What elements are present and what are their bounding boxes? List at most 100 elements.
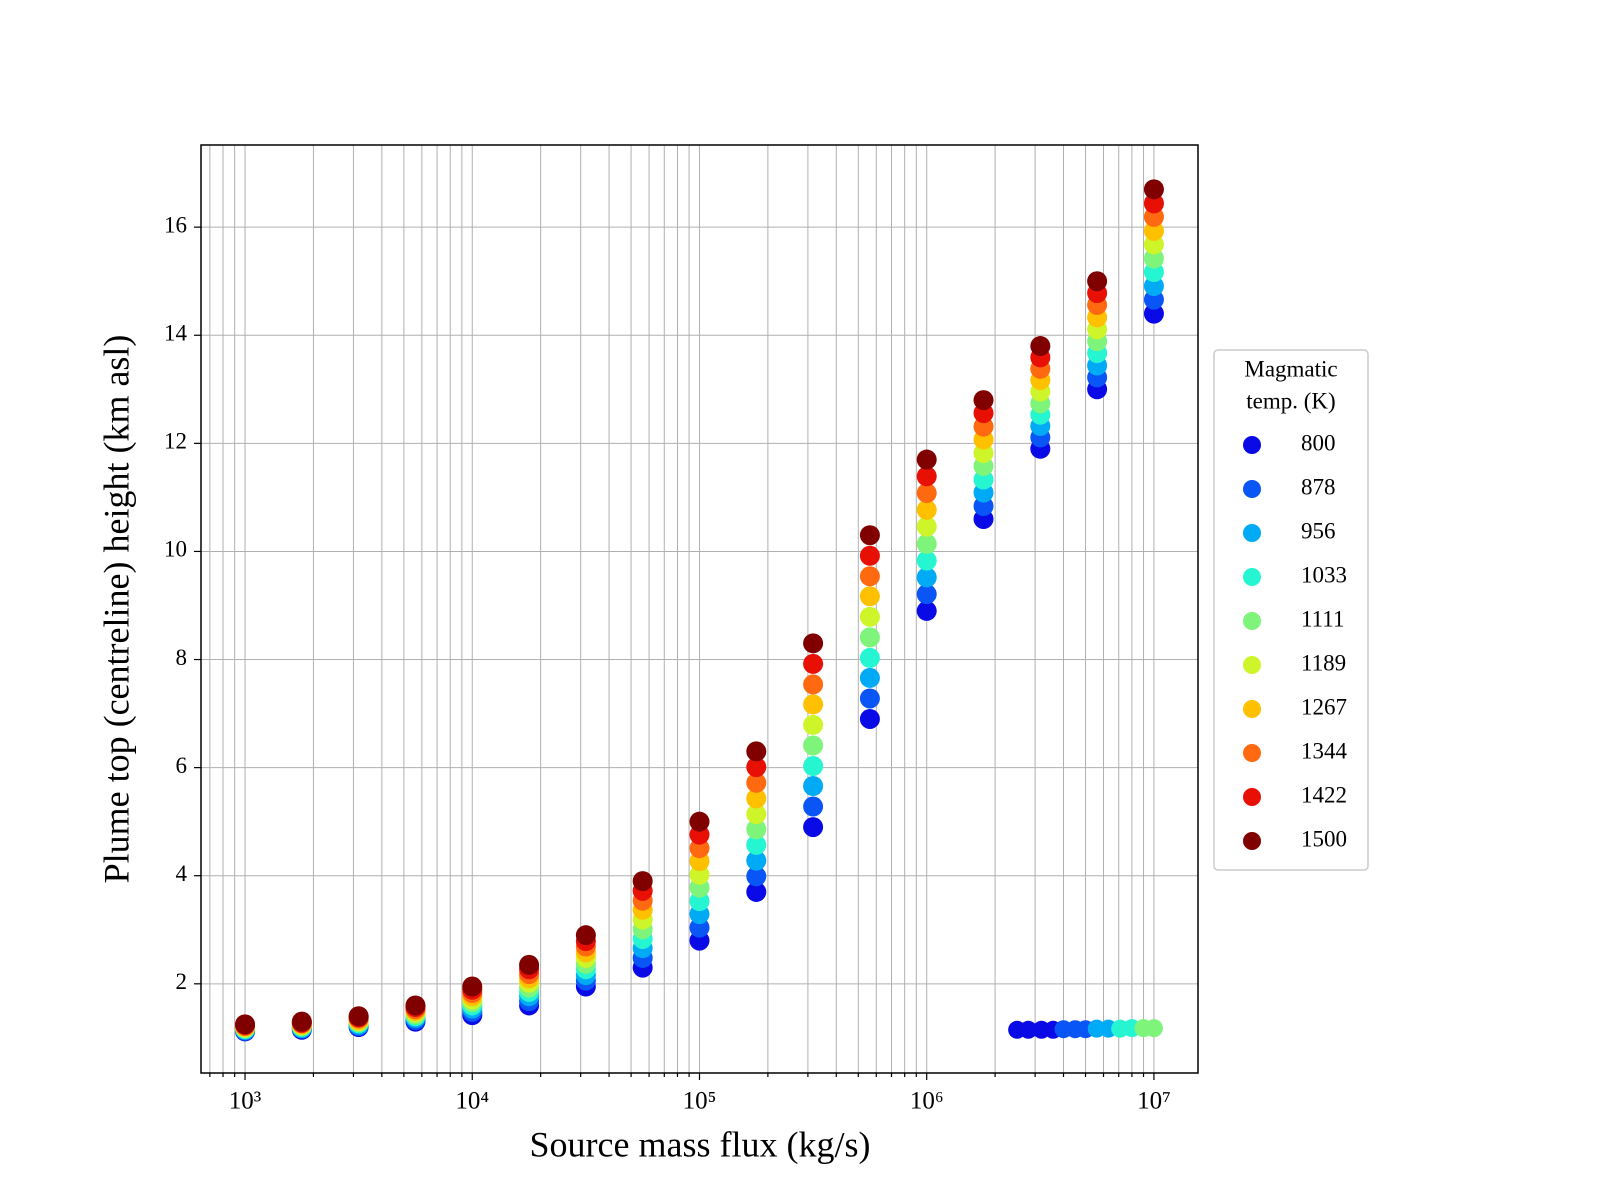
- scatter-point: [916, 449, 937, 470]
- scatter-point: [916, 550, 937, 571]
- legend-marker: [1243, 436, 1261, 454]
- scatter-point: [803, 735, 824, 756]
- scatter-point: [1143, 179, 1164, 200]
- scatter-point: [632, 871, 653, 892]
- scatter-point: [1030, 336, 1051, 357]
- y-axis-label: Plume top (centreline) height (km asl): [96, 335, 136, 884]
- legend-marker: [1243, 700, 1261, 718]
- legend-label: 1111: [1301, 606, 1344, 631]
- scatter-point: [859, 708, 880, 729]
- scatter-point: [859, 647, 880, 668]
- scatter-point: [519, 954, 540, 975]
- y-tick-label: 12: [164, 429, 187, 454]
- y-tick-label: 4: [176, 861, 188, 886]
- scatter-point: [1143, 276, 1164, 297]
- scatter-point: [405, 995, 426, 1016]
- scatter-point: [348, 1006, 369, 1027]
- scatter-point: [803, 776, 824, 797]
- scatter-point: [803, 756, 824, 777]
- scatter-point: [803, 653, 824, 674]
- scatter-point: [746, 772, 767, 793]
- scatter-point: [746, 881, 767, 902]
- x-tick-label: 10³: [229, 1088, 262, 1115]
- scatter-point: [1143, 220, 1164, 241]
- y-tick-label: 2: [176, 969, 188, 994]
- x-tick-label: 10⁶: [910, 1088, 944, 1115]
- scatter-point: [746, 819, 767, 840]
- scatter-point: [803, 674, 824, 695]
- legend-label: 956: [1301, 518, 1336, 543]
- scatter-point: [462, 976, 483, 997]
- scatter-point: [916, 516, 937, 537]
- legend-marker: [1243, 612, 1261, 630]
- scatter-point: [803, 796, 824, 817]
- legend-title: Magmatic: [1244, 356, 1337, 381]
- scatter-point: [803, 817, 824, 838]
- extra-point: [1144, 1019, 1163, 1038]
- legend-label: 1344: [1301, 738, 1348, 763]
- marks-layer: [235, 179, 1164, 1042]
- y-tick-label: 16: [164, 212, 187, 237]
- legend-marker: [1243, 656, 1261, 674]
- y-tick-label: 6: [176, 753, 188, 778]
- legend-label: 1267: [1301, 694, 1347, 719]
- legend-marker: [1243, 788, 1261, 806]
- scatter-point: [689, 811, 710, 832]
- legend-box: [1213, 349, 1369, 871]
- y-tick-label: 14: [164, 321, 188, 346]
- legend-label: 1422: [1301, 782, 1347, 807]
- scatter-point: [1143, 303, 1164, 324]
- scatter-point: [859, 627, 880, 648]
- scatter-point: [746, 804, 767, 825]
- x-tick-label: 10⁴: [455, 1088, 489, 1115]
- x-tick-label: 10⁵: [683, 1088, 717, 1115]
- x-axis-label: Source mass flux (kg/s): [530, 1124, 871, 1164]
- scatter-point: [746, 834, 767, 855]
- scatter-point: [746, 850, 767, 871]
- legend-title: temp. (K): [1246, 388, 1335, 413]
- grid-layer: [201, 145, 1198, 1073]
- scatter-point: [746, 788, 767, 809]
- scatter-point: [291, 1011, 312, 1032]
- scatter-point: [859, 606, 880, 627]
- scatter-point: [235, 1014, 256, 1035]
- legend-marker: [1243, 832, 1261, 850]
- scatter-point: [916, 499, 937, 520]
- legend-marker: [1243, 524, 1261, 542]
- scatter-point: [1143, 193, 1164, 214]
- y-tick-label: 10: [164, 537, 187, 562]
- scatter-point: [859, 525, 880, 546]
- scatter-point: [803, 633, 824, 654]
- legend-label: 1500: [1301, 826, 1347, 851]
- scatter-point: [916, 466, 937, 487]
- scatter-point: [916, 533, 937, 554]
- scatter-point: [1087, 271, 1108, 292]
- scatter-point: [859, 586, 880, 607]
- x-tick-label: 10⁷: [1137, 1088, 1171, 1115]
- legend-label: 1189: [1301, 650, 1346, 675]
- scatter-point: [916, 600, 937, 621]
- scatter-point: [746, 757, 767, 778]
- scatter-point: [859, 545, 880, 566]
- extra-point: [1019, 1020, 1038, 1039]
- scatter-point: [973, 390, 994, 411]
- scatter-point: [803, 714, 824, 735]
- scatter-point: [916, 483, 937, 504]
- legend-label: 878: [1301, 474, 1336, 499]
- legend-marker: [1243, 568, 1261, 586]
- legend-marker: [1243, 480, 1261, 498]
- legend-label: 1033: [1301, 562, 1347, 587]
- scatter-point: [803, 694, 824, 715]
- y-tick-label: 8: [176, 645, 188, 670]
- scatter-point: [916, 584, 937, 605]
- scatter-point: [575, 925, 596, 946]
- legend-label: 800: [1301, 430, 1336, 455]
- scatter-point: [746, 741, 767, 762]
- scatter-point: [916, 567, 937, 588]
- scatter-point: [746, 866, 767, 887]
- scatter-point: [859, 667, 880, 688]
- scatter-point: [859, 688, 880, 709]
- scatter-point: [1143, 248, 1164, 269]
- scatter-point: [859, 566, 880, 587]
